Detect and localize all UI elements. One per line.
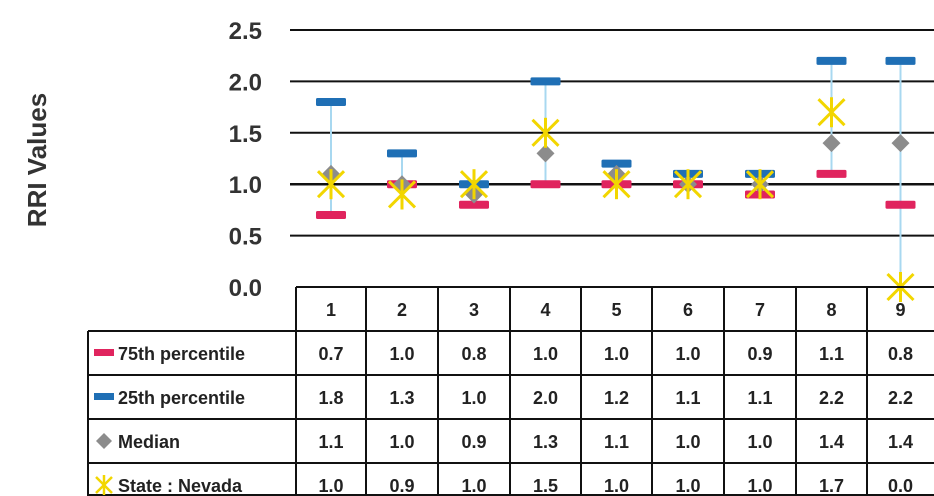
marker-p75 [530, 180, 561, 189]
data-label: 1.2 [604, 388, 629, 408]
marker-p25 [387, 149, 417, 158]
category-label: 3 [469, 300, 479, 320]
data-label: 1.0 [389, 432, 414, 452]
series-label: 75th percentile [118, 344, 245, 364]
data-label: 1.0 [318, 476, 343, 496]
category-label: 4 [540, 300, 550, 320]
marker-nevada [459, 169, 489, 200]
data-label: 1.0 [604, 476, 629, 496]
data-label: 1.0 [675, 476, 700, 496]
data-label: 0.9 [747, 344, 772, 364]
data-label: 1.0 [747, 432, 772, 452]
data-label: 1.0 [461, 388, 486, 408]
marker-nevada [316, 169, 346, 200]
category-label: 1 [326, 300, 336, 320]
marker-nevada [387, 179, 417, 210]
data-label: 1.4 [888, 432, 913, 452]
data-label: 2.2 [819, 388, 844, 408]
data-label: 1.0 [675, 432, 700, 452]
data-label: 0.7 [318, 344, 343, 364]
marker-p75 [459, 200, 489, 209]
data-label: 0.8 [888, 344, 913, 364]
data-label: 1.1 [604, 432, 629, 452]
series-label: Median [118, 432, 180, 452]
data-label: 0.9 [461, 432, 486, 452]
category-label: 9 [895, 300, 905, 320]
y-tick-label: 1.0 [229, 172, 262, 199]
data-label: 1.0 [675, 344, 700, 364]
data-label: 1.5 [533, 476, 558, 496]
marker-nevada [531, 117, 560, 148]
series-label: 25th percentile [118, 388, 245, 408]
marker-nevada [817, 97, 846, 128]
data-label: 1.7 [819, 476, 844, 496]
data-label: 0.8 [461, 344, 486, 364]
marker-p75 [885, 200, 916, 209]
data-label: 1.1 [318, 432, 343, 452]
data-label: 1.3 [389, 388, 414, 408]
legend-key [94, 393, 114, 400]
data-label: 1.1 [675, 388, 700, 408]
marker-median [891, 134, 910, 153]
marker-median [822, 134, 841, 153]
marker-p25 [601, 159, 632, 168]
data-label: 2.0 [533, 388, 558, 408]
y-tick-label: 0.0 [229, 275, 262, 302]
data-label: 1.4 [819, 432, 844, 452]
y-tick-label: 1.5 [229, 121, 262, 148]
y-tick-label: 2.5 [229, 18, 262, 45]
data-label: 0.0 [888, 476, 913, 496]
data-label: 1.3 [533, 432, 558, 452]
marker-median [536, 144, 555, 163]
category-label: 2 [397, 300, 407, 320]
data-label: 1.0 [533, 344, 558, 364]
marker-p25 [316, 97, 346, 106]
category-label: 8 [826, 300, 836, 320]
data-label: 0.9 [389, 476, 414, 496]
legend-key [96, 433, 112, 449]
data-label: 1.0 [461, 476, 486, 496]
data-label: 2.2 [888, 388, 913, 408]
marker-p25 [530, 77, 561, 86]
marker-p25 [885, 56, 916, 65]
data-label: 1.0 [747, 476, 772, 496]
y-axis-label: RRI Values [22, 93, 52, 227]
marker-nevada [673, 169, 703, 200]
legend-key [94, 349, 114, 356]
marker-nevada [745, 169, 775, 200]
data-label: 1.8 [318, 388, 343, 408]
category-label: 7 [755, 300, 765, 320]
data-label: 1.0 [389, 344, 414, 364]
data-label: 1.0 [604, 344, 629, 364]
series-label: State : Nevada [118, 476, 243, 496]
marker-p25 [816, 56, 847, 65]
category-label: 5 [611, 300, 621, 320]
marker-p75 [816, 169, 847, 178]
legend-key [95, 475, 113, 495]
y-tick-label: 0.5 [229, 224, 262, 251]
marker-p75 [316, 211, 346, 220]
category-label: 6 [683, 300, 693, 320]
data-label: 1.1 [819, 344, 844, 364]
data-label: 1.1 [747, 388, 772, 408]
marker-nevada [602, 169, 631, 200]
y-tick-label: 2.0 [229, 69, 262, 96]
